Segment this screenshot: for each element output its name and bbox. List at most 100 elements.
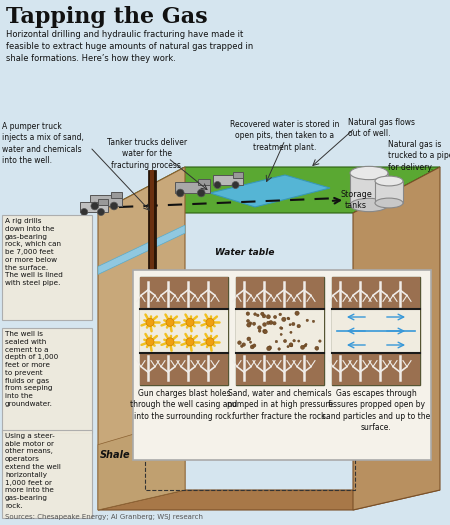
Text: Using a steer-
able motor or
other means,
operators
extend the well
horizontally: Using a steer- able motor or other means… [5,433,61,509]
Bar [236,309,324,353]
Circle shape [267,346,271,351]
Circle shape [278,348,280,350]
Bar [375,181,403,203]
Circle shape [254,313,256,316]
Circle shape [279,313,282,316]
Text: Storage
tanks: Storage tanks [340,190,372,210]
Polygon shape [210,175,330,207]
Circle shape [240,345,243,348]
Circle shape [284,340,287,343]
Bar [2,430,92,518]
Circle shape [206,318,214,327]
Text: Gun charges blast holes
through the well casing and
into the surrounding rock.: Gun charges blast holes through the well… [130,389,238,421]
Text: Recovered water is stored in
open pits, then taken to a
treatment plant.: Recovered water is stored in open pits, … [230,120,340,152]
Ellipse shape [350,166,388,180]
Circle shape [256,314,259,317]
Bar [236,277,324,385]
Circle shape [246,312,250,316]
Circle shape [238,341,241,344]
Polygon shape [98,490,440,510]
Circle shape [266,321,270,324]
Circle shape [176,189,184,197]
Circle shape [315,346,319,350]
Bar [98,199,108,205]
Circle shape [110,202,118,210]
Circle shape [263,323,266,327]
Bar [213,175,243,185]
Circle shape [290,331,292,333]
Circle shape [279,327,282,329]
Circle shape [252,322,256,326]
Circle shape [275,340,278,343]
Bar [332,309,420,353]
Circle shape [166,338,174,346]
Text: The well is
sealed with
cement to a
depth of 1,000
feet or more
to prevent
fluid: The well is sealed with cement to a dept… [5,331,58,407]
Circle shape [250,345,254,349]
Circle shape [301,345,305,349]
Circle shape [297,324,301,328]
Circle shape [252,344,256,347]
Circle shape [266,314,270,319]
Text: Horizontal drilling and hydraulic fracturing have made it
feasible to extract hu: Horizontal drilling and hydraulic fractu… [6,30,253,64]
Bar [90,195,122,206]
Text: Sources: Chesapeake Energy; Al Granberg; WSJ research: Sources: Chesapeake Energy; Al Granberg;… [5,514,203,520]
Circle shape [306,319,309,322]
Bar [198,178,210,185]
Bar [140,353,228,385]
Circle shape [273,321,276,325]
Circle shape [198,189,205,197]
Bar [140,309,228,353]
Circle shape [290,344,293,347]
Circle shape [247,323,251,327]
Bar [236,353,324,385]
Text: Water table: Water table [215,248,274,257]
Circle shape [292,322,295,326]
Ellipse shape [375,198,403,208]
Circle shape [186,318,194,327]
Polygon shape [353,167,440,510]
Bar [150,170,154,435]
Circle shape [312,320,315,322]
Circle shape [288,318,290,320]
Circle shape [249,322,252,325]
Text: Natural gas flows
out of well.: Natural gas flows out of well. [348,118,415,139]
Bar [2,328,92,433]
Bar [233,172,243,178]
Text: A pumper truck
injects a mix of sand,
water and chemicals
into the well.: A pumper truck injects a mix of sand, wa… [2,122,84,165]
Text: Natural gas is
trucked to a pipeline
for delivery.: Natural gas is trucked to a pipeline for… [388,140,450,172]
Polygon shape [98,167,440,213]
Circle shape [293,339,295,342]
Circle shape [261,312,264,316]
Circle shape [305,343,307,345]
Circle shape [268,346,272,350]
Text: Gas escapes through
fissures propped open by
sand particles and up to the
surfac: Gas escapes through fissures propped ope… [322,389,430,433]
Circle shape [98,208,104,215]
Circle shape [247,319,250,322]
Bar [80,202,108,212]
Circle shape [274,316,277,319]
Bar [332,277,420,385]
Circle shape [186,338,194,346]
Text: A rig drills
down into the
gas-bearing
rock, which can
be 7,000 feet
or more bel: A rig drills down into the gas-bearing r… [5,218,63,286]
Circle shape [247,337,251,341]
Circle shape [242,343,246,346]
Circle shape [280,333,282,335]
Circle shape [281,327,283,329]
Circle shape [319,340,321,342]
Text: Sand, water and chemicals
pumped in at high pressure
further fracture the rock.: Sand, water and chemicals pumped in at h… [227,389,333,421]
Bar [175,182,210,193]
Circle shape [206,338,214,346]
Bar [350,173,388,205]
Circle shape [264,330,267,333]
Circle shape [287,317,289,319]
Circle shape [146,338,154,346]
Bar [111,192,122,198]
Bar [133,270,431,460]
Text: Tanker trucks deliver
water for the
fracturing process.: Tanker trucks deliver water for the frac… [107,138,187,170]
Polygon shape [98,167,185,510]
Bar [332,353,420,385]
Circle shape [257,326,261,330]
Circle shape [269,321,273,324]
Bar [140,277,228,309]
Circle shape [298,340,300,342]
